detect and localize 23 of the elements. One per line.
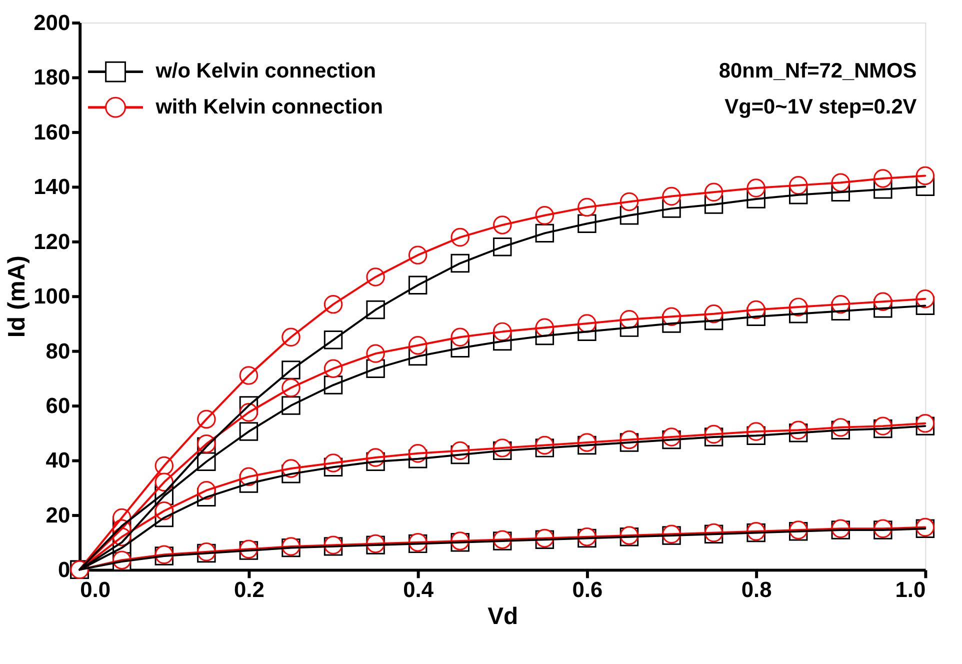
y-tick-label: 60 <box>46 393 70 418</box>
y-tick-label: 0 <box>58 557 70 582</box>
annotation: 80nm_Nf=72_NMOS <box>718 60 917 83</box>
x-tick-label: 0.6 <box>572 577 603 602</box>
y-axis-title: Id (mA) <box>4 256 31 338</box>
y-tick-label: 20 <box>46 502 70 528</box>
x-tick-label: 0.8 <box>741 577 772 602</box>
y-tick-label: 140 <box>34 174 70 200</box>
x-tick-label: 1.0 <box>895 577 926 602</box>
y-tick-label: 120 <box>34 228 70 254</box>
y-tick-label: 200 <box>34 10 70 35</box>
x-axis-title: Vd <box>488 602 518 630</box>
legend-label: w/o Kelvin connection <box>154 60 376 83</box>
y-tick-label: 80 <box>46 338 70 364</box>
legend-label: with Kelvin connection <box>154 95 384 118</box>
x-tick-label: 0.4 <box>403 577 434 602</box>
y-tick-label: 160 <box>34 119 70 144</box>
y-tick-label: 100 <box>34 284 70 309</box>
y-tick-label: 180 <box>34 64 70 90</box>
x-tick-label: 0.0 <box>80 577 111 602</box>
y-tick-label: 40 <box>46 448 70 473</box>
annotation: Vg=0~1V step=0.2V <box>724 95 917 118</box>
x-tick-label: 0.2 <box>234 577 264 602</box>
